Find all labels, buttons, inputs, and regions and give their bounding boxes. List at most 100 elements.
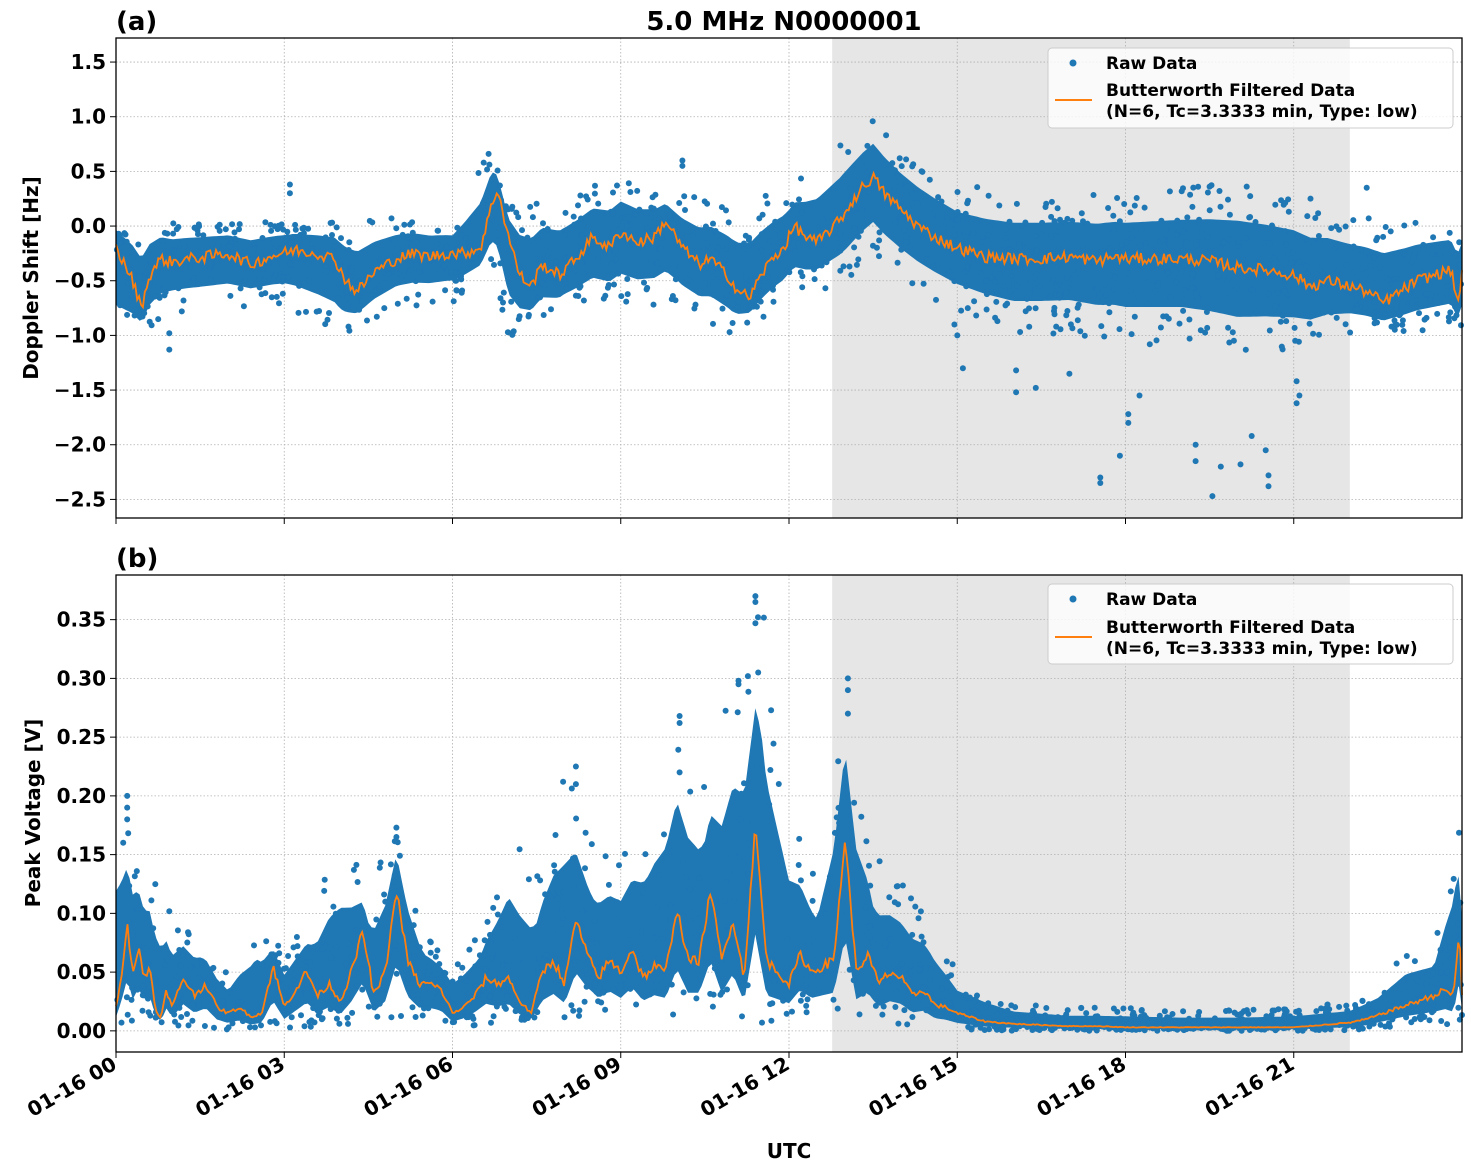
- raw-data-point: [1008, 273, 1015, 279]
- raw-data-point: [892, 1004, 899, 1010]
- raw-data-point: [580, 908, 587, 915]
- raw-data-point: [1077, 328, 1084, 335]
- raw-data-point: [1438, 969, 1444, 976]
- raw-data-point: [1437, 291, 1444, 298]
- raw-data-point: [1443, 969, 1450, 976]
- raw-data-point: [490, 1013, 497, 1020]
- raw-data-point: [612, 247, 619, 254]
- raw-data-point: [920, 984, 927, 991]
- raw-data-point: [392, 928, 399, 935]
- raw-data-point: [1028, 1011, 1035, 1018]
- raw-data-point: [683, 874, 690, 881]
- raw-data-point: [754, 762, 761, 769]
- raw-data-point: [286, 989, 293, 996]
- raw-data-point: [803, 974, 810, 981]
- raw-data-point: [201, 1023, 208, 1029]
- raw-data-point: [1032, 305, 1039, 312]
- raw-data-point: [916, 966, 923, 973]
- raw-data-point: [1126, 1020, 1133, 1027]
- raw-data-point: [1124, 270, 1131, 276]
- raw-data-point: [155, 283, 162, 290]
- raw-data-point: [1001, 283, 1008, 289]
- raw-data-point: [1400, 328, 1407, 334]
- raw-data-point: [1366, 1007, 1373, 1013]
- raw-data-point: [1357, 247, 1364, 254]
- raw-data-point: [356, 306, 363, 313]
- raw-data-point: [968, 1025, 975, 1032]
- raw-data-outlier: [1013, 367, 1020, 374]
- raw-data-point: [673, 215, 680, 222]
- raw-data-point: [723, 879, 730, 886]
- raw-data-point: [768, 707, 775, 714]
- raw-data-point: [1225, 196, 1231, 203]
- raw-data-point: [185, 931, 192, 938]
- raw-data-point: [1189, 271, 1196, 278]
- raw-data-point: [1213, 266, 1220, 273]
- x-tick-label: 01-16 03: [191, 1052, 289, 1122]
- raw-data-point: [1138, 1007, 1145, 1013]
- raw-data-point: [658, 972, 665, 979]
- raw-data-point: [1164, 269, 1171, 276]
- raw-data-point: [876, 229, 883, 236]
- raw-data-point: [381, 275, 388, 281]
- raw-data-point: [301, 233, 308, 240]
- raw-data-point: [148, 897, 155, 904]
- raw-data-point: [851, 225, 858, 232]
- raw-data-point: [587, 969, 594, 976]
- raw-data-point: [348, 268, 355, 275]
- raw-data-point: [481, 937, 488, 944]
- raw-data-point: [1098, 248, 1105, 255]
- raw-data-point: [1363, 269, 1370, 276]
- raw-data-point: [954, 209, 961, 215]
- raw-data-point: [1117, 1015, 1124, 1022]
- raw-data-point: [783, 964, 790, 971]
- raw-data-point: [390, 238, 397, 245]
- raw-data-point: [915, 983, 922, 990]
- raw-data-point: [147, 990, 154, 997]
- raw-data-point: [747, 303, 754, 310]
- raw-data-point: [853, 261, 860, 268]
- raw-data-point: [581, 998, 588, 1005]
- raw-data-point: [1428, 291, 1435, 298]
- raw-data-point: [652, 934, 659, 941]
- raw-data-point: [927, 976, 933, 983]
- raw-data-point: [1393, 305, 1400, 312]
- raw-data-point: [1304, 270, 1311, 277]
- raw-data-point: [158, 1019, 165, 1026]
- raw-data-point: [382, 898, 389, 905]
- raw-data-point: [1080, 218, 1086, 225]
- raw-data-point: [731, 869, 738, 876]
- raw-data-point: [216, 221, 223, 228]
- raw-data-point: [584, 196, 591, 203]
- raw-data-point: [1101, 333, 1108, 340]
- raw-data-point: [1397, 310, 1404, 317]
- raw-data-point: [1245, 254, 1252, 261]
- raw-data-point: [510, 263, 517, 270]
- raw-data-point: [458, 276, 465, 283]
- raw-data-point: [997, 1001, 1004, 1007]
- raw-data-point: [325, 944, 332, 951]
- raw-data-point: [555, 928, 562, 935]
- raw-data-point: [1183, 239, 1190, 246]
- raw-data-point: [724, 292, 731, 299]
- raw-data-point: [1003, 235, 1010, 242]
- raw-data-point: [1106, 300, 1112, 307]
- raw-data-outlier: [1217, 463, 1224, 470]
- raw-data-point: [1231, 1009, 1238, 1016]
- raw-data-point: [543, 952, 550, 958]
- raw-data-point: [1371, 315, 1378, 322]
- raw-data-point: [710, 320, 716, 327]
- raw-data-point: [485, 150, 492, 157]
- raw-data-point: [349, 1009, 356, 1016]
- raw-data-point: [371, 1004, 378, 1011]
- raw-data-point: [1410, 254, 1417, 261]
- raw-data-point: [718, 204, 725, 211]
- legend-raw-marker: [1069, 59, 1077, 67]
- raw-data-point: [1399, 317, 1406, 324]
- raw-data-point: [1304, 213, 1311, 220]
- raw-data-point: [1249, 1018, 1256, 1025]
- raw-data-point: [894, 259, 901, 266]
- raw-data-point: [330, 1002, 337, 1009]
- raw-data-point: [277, 967, 284, 974]
- raw-data-point: [145, 995, 151, 1002]
